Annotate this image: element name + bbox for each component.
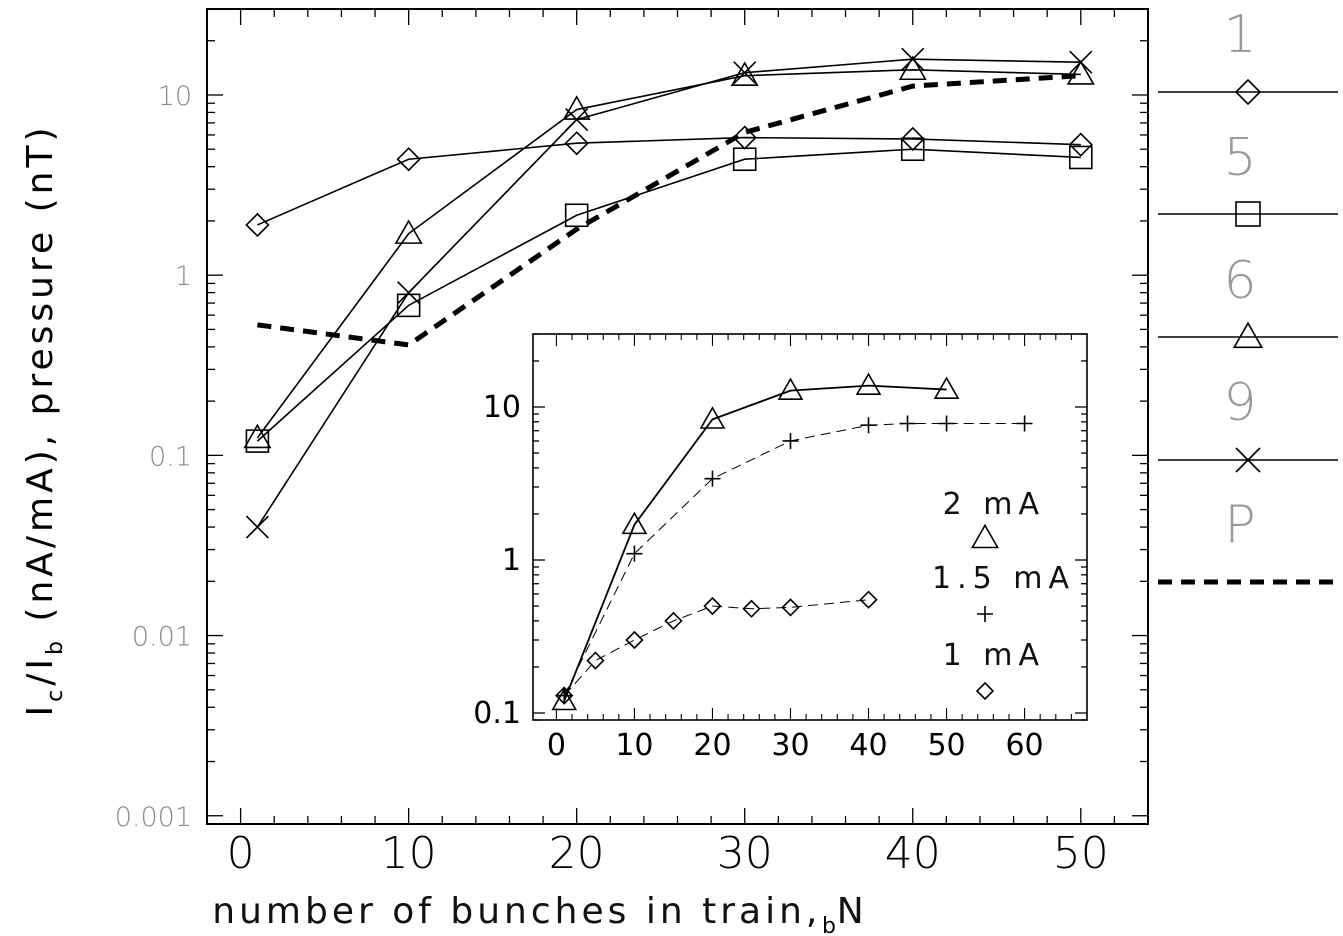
inset-x-tick-label: 60 bbox=[1005, 728, 1043, 763]
y-tick-label: 0.001 bbox=[115, 802, 192, 833]
inset-legend-marker bbox=[970, 523, 1000, 549]
data-point-5 bbox=[1068, 145, 1093, 170]
inset-plot: 0 10 20 30 40 50 60 0.1 1 10 2 mA 1.5 mA 1 mA bbox=[473, 333, 1088, 763]
series-line-6 bbox=[256, 68, 1081, 439]
y-tick-label: 0.01 bbox=[132, 622, 192, 653]
y-tick-label: 0.1 bbox=[149, 441, 192, 472]
legend-marker bbox=[1232, 321, 1264, 349]
data-point-9 bbox=[733, 61, 757, 85]
data-point-6 bbox=[898, 55, 927, 81]
y-axis-title-part: c bbox=[43, 686, 68, 702]
inset-x-tick-label: 40 bbox=[849, 728, 887, 763]
inset-point-1-mA bbox=[781, 598, 800, 617]
legend-label: 9 bbox=[1223, 373, 1256, 433]
x-tick-label: 10 bbox=[381, 828, 437, 879]
legend-marker bbox=[1235, 447, 1261, 473]
y-tick-label: 1 bbox=[175, 261, 192, 292]
data-point-6 bbox=[243, 423, 272, 449]
inset-point-1.5-mA bbox=[899, 415, 916, 432]
inset-point-1.5-mA bbox=[556, 687, 573, 704]
y-axis-title: Ic/Ib (nA/mA), pressure (nT) bbox=[20, 124, 68, 717]
inset-point-1-mA bbox=[586, 651, 605, 670]
inset-legend-marker bbox=[977, 606, 993, 622]
data-point-5 bbox=[245, 429, 270, 453]
legend-marker bbox=[1235, 201, 1261, 227]
x-tick-label: 50 bbox=[1053, 828, 1109, 879]
inset-legend-label: 1 mA bbox=[943, 638, 1045, 673]
inset-point-1.5-mA bbox=[782, 432, 799, 449]
data-point-1 bbox=[1068, 132, 1093, 157]
inset-x-tick-label: 0 bbox=[547, 728, 566, 763]
inset-x-tick-label: 10 bbox=[615, 728, 653, 763]
data-point-9 bbox=[565, 108, 589, 132]
inset-y-tick-label: 1 bbox=[502, 543, 521, 578]
x-tick-label: 20 bbox=[549, 828, 605, 879]
y-axis-title-part: (nA/mA), pressure (nT) bbox=[20, 124, 61, 638]
inset-point-2-mA bbox=[551, 687, 578, 711]
x-tick-label: 30 bbox=[717, 828, 773, 879]
y-tick-label: 10 bbox=[158, 81, 192, 112]
inset-point-1.5-mA bbox=[626, 545, 643, 562]
data-point-6 bbox=[1066, 60, 1095, 85]
data-point-9 bbox=[901, 47, 925, 71]
data-point-5 bbox=[900, 137, 925, 162]
inset-point-1-mA bbox=[664, 611, 683, 631]
x-axis-title: number of bunches in train, N bbox=[212, 891, 867, 932]
legend-label: P bbox=[1224, 495, 1255, 555]
inset-point-2-mA bbox=[855, 372, 882, 396]
data-point-9 bbox=[1069, 50, 1093, 74]
inset-point-1-mA bbox=[742, 599, 761, 618]
series-line-5 bbox=[256, 148, 1081, 442]
y-axis-title-part: /I bbox=[20, 655, 61, 686]
inset-x-tick-label: 20 bbox=[693, 728, 731, 763]
inset-point-1.5-mA bbox=[938, 415, 955, 432]
inset-point-1-mA bbox=[859, 590, 878, 609]
data-point-5 bbox=[732, 147, 757, 172]
inset-line-2-mA bbox=[563, 384, 947, 702]
inset-point-2-mA bbox=[621, 511, 648, 535]
inset-frame bbox=[532, 333, 1088, 721]
y-axis-title-part: b bbox=[43, 637, 68, 655]
inset-point-1.5-mA bbox=[1016, 415, 1033, 432]
legend-label: 6 bbox=[1223, 251, 1256, 311]
inset-legend-label: 2 mA bbox=[943, 487, 1045, 522]
data-point-5 bbox=[564, 203, 589, 228]
inset-point-1-mA bbox=[703, 596, 722, 616]
x-tick-label: 40 bbox=[885, 828, 941, 879]
data-point-1 bbox=[245, 212, 270, 238]
series-line-9 bbox=[256, 58, 1081, 528]
legend-label: 5 bbox=[1223, 128, 1256, 188]
data-point-5 bbox=[396, 293, 421, 318]
inset-legend-label: 1.5 mA bbox=[932, 561, 1075, 596]
data-point-1 bbox=[396, 147, 421, 172]
inset-y-tick-label: 10 bbox=[483, 390, 521, 425]
inset-x-tick-label: 30 bbox=[771, 728, 809, 763]
data-point-1 bbox=[564, 131, 589, 156]
inset-x-tick-label: 50 bbox=[927, 728, 965, 763]
x-axis-title-subscript: b bbox=[822, 914, 836, 936]
series-line-1 bbox=[257, 136, 1081, 226]
inset-point-2-mA bbox=[699, 406, 726, 429]
inset-point-1.5-mA bbox=[860, 417, 877, 434]
inset-y-tick-label: 0.1 bbox=[473, 696, 521, 731]
inset-line-1-mA bbox=[563, 599, 869, 696]
legend-label: 1 bbox=[1223, 5, 1256, 65]
legend-marker bbox=[1234, 78, 1262, 106]
inset-legend-marker bbox=[975, 681, 995, 701]
inset-point-1-mA bbox=[625, 630, 644, 650]
data-point-6 bbox=[394, 219, 423, 244]
x-tick-label: 0 bbox=[227, 828, 255, 879]
y-axis-title-part: I bbox=[20, 702, 61, 717]
data-point-9 bbox=[397, 281, 421, 305]
inset-point-2-mA bbox=[777, 377, 804, 401]
data-point-9 bbox=[245, 515, 269, 539]
inset-point-1-mA bbox=[555, 686, 574, 705]
inset-point-1.5-mA bbox=[704, 470, 721, 487]
inset-point-2-mA bbox=[933, 376, 960, 399]
series-line-P bbox=[257, 73, 1081, 348]
legend: 1 5 6 9 P bbox=[1158, 5, 1338, 585]
